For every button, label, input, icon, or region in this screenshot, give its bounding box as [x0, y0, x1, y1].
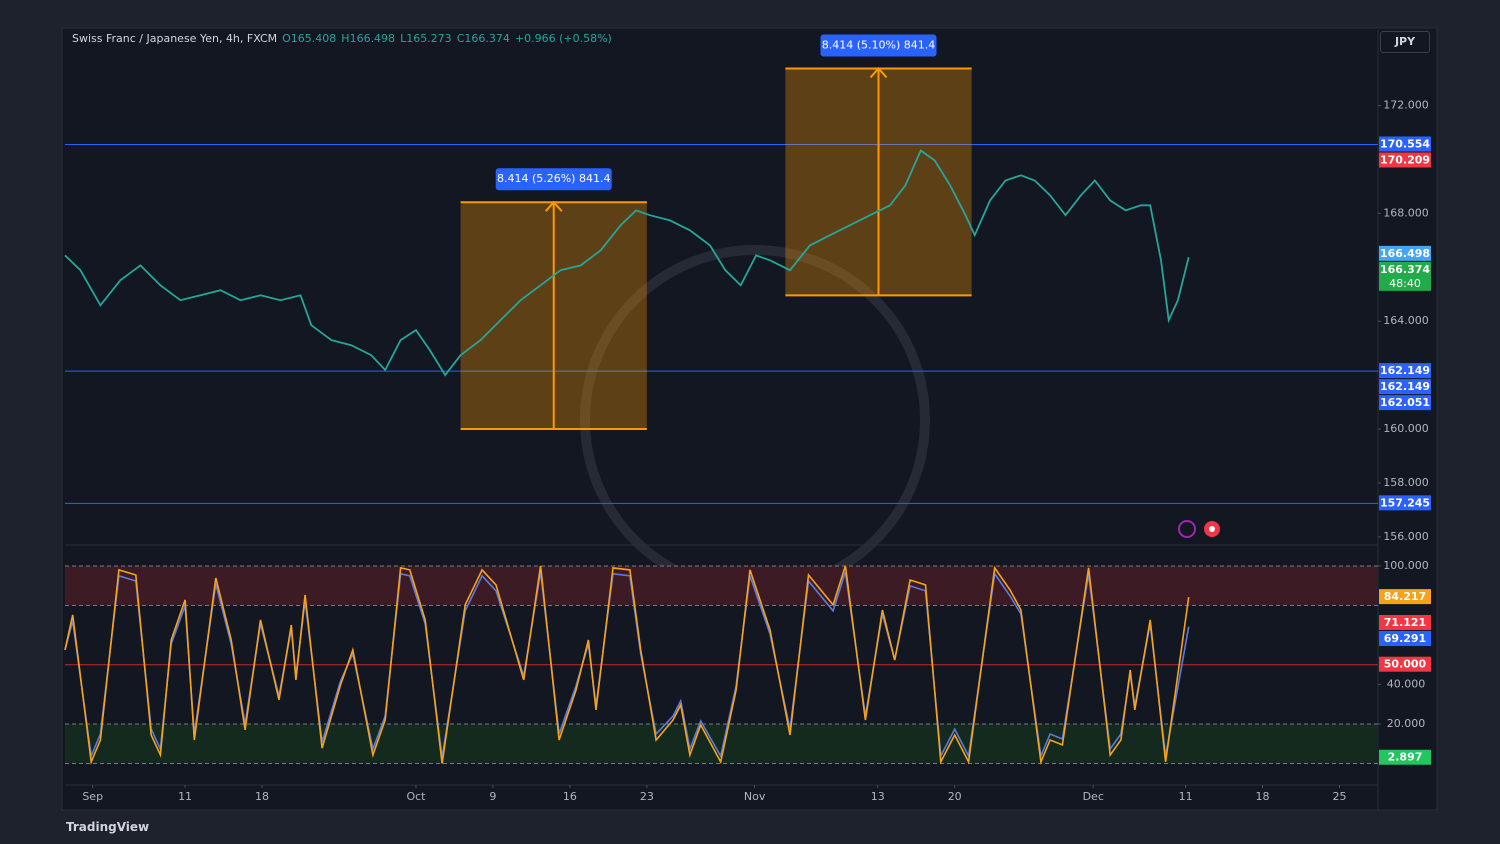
price-label-box — [1379, 656, 1431, 672]
x-tick-label: 11 — [178, 790, 192, 803]
price-label-box — [1379, 245, 1431, 261]
price-label: 69.291 — [1384, 632, 1426, 645]
symbol-header: Swiss Franc / Japanese Yen, 4h, FXCM O165… — [72, 32, 617, 45]
x-tick-label: Dec — [1083, 790, 1104, 803]
measure-label-box — [495, 168, 612, 191]
price-label: 71.121 — [1384, 616, 1426, 629]
ohlc: L165.273 — [400, 32, 452, 45]
price-label-box — [1379, 136, 1431, 152]
y-tick-label: 156.000 — [1383, 530, 1429, 543]
x-tick-label: Oct — [406, 790, 426, 803]
price-label: 50.000 — [1384, 658, 1427, 671]
chart-frame — [61, 27, 1438, 811]
x-tick-label: Nov — [744, 790, 766, 803]
price-label-box — [1379, 261, 1431, 291]
y-tick-label: 172.000 — [1383, 98, 1429, 111]
series-line — [64, 149, 1190, 377]
ohlc: O165.408 — [282, 32, 337, 45]
price-label-box — [1379, 152, 1431, 168]
x-tick-label: 9 — [489, 790, 496, 803]
brand-logo: TradingView — [66, 820, 150, 834]
y-tick-label: 40.000 — [1387, 677, 1426, 690]
y-tick-label: 158.000 — [1383, 476, 1429, 489]
x-tick-label: 18 — [255, 790, 269, 803]
x-tick-label: 18 — [1256, 790, 1270, 803]
price-label: 2.897 — [1388, 751, 1423, 764]
measure-arrow-head — [869, 66, 888, 79]
x-tick-label: 20 — [948, 790, 962, 803]
countdown: 48:40 — [1389, 277, 1421, 290]
measure-label: 8.414 (5.10%) 841.4 — [822, 38, 936, 51]
price-label: 157.245 — [1380, 496, 1430, 509]
x-tick-label: Sep — [82, 790, 103, 803]
price-label-box — [1379, 379, 1431, 395]
price-label: 84.217 — [1384, 590, 1426, 603]
measure-label: 8.414 (5.26%) 841.4 — [497, 172, 611, 185]
x-tick-label: 16 — [563, 790, 577, 803]
price-label-box — [1379, 614, 1431, 630]
price-label-box — [1379, 589, 1431, 605]
price-label-box — [1379, 495, 1431, 511]
ohlc: H166.498 — [341, 32, 396, 45]
price-label: 162.149 — [1380, 380, 1430, 393]
price-label: 162.051 — [1380, 396, 1430, 409]
price-label-box — [1379, 395, 1431, 411]
change: +0.966 (+0.58%) — [514, 32, 612, 45]
y-tick-label: 168.000 — [1383, 206, 1429, 219]
price-label: 162.149 — [1380, 364, 1430, 377]
zone — [65, 565, 1378, 606]
price-label-box — [1379, 630, 1431, 646]
alert-icon[interactable] — [1178, 520, 1196, 538]
price-label-box — [1379, 749, 1431, 765]
y-tick-label: 164.000 — [1383, 314, 1429, 327]
price-label: 170.554 — [1380, 137, 1430, 150]
series-line — [64, 565, 1190, 765]
ohlc: C166.374 — [456, 32, 510, 45]
symbol: Swiss Franc / Japanese Yen, 4h, FXCM — [72, 32, 278, 45]
x-tick-label: 25 — [1333, 790, 1347, 803]
price-label-box — [1379, 363, 1431, 379]
measure-arrow-head — [544, 200, 563, 212]
currency-button[interactable]: JPY — [1380, 31, 1430, 53]
x-tick-label: 13 — [871, 790, 885, 803]
measure-label-box — [820, 34, 937, 57]
price-label: 166.498 — [1380, 247, 1430, 260]
price-label: 170.209 — [1380, 153, 1430, 166]
y-tick-label: 20.000 — [1387, 717, 1426, 730]
x-tick-label: 23 — [640, 790, 654, 803]
y-tick-label: 160.000 — [1383, 422, 1429, 435]
record-icon-dot — [1209, 526, 1215, 532]
price-label: 166.374 — [1380, 263, 1430, 276]
x-tick-label: 11 — [1179, 790, 1193, 803]
y-tick-label: 100.000 — [1383, 559, 1429, 572]
